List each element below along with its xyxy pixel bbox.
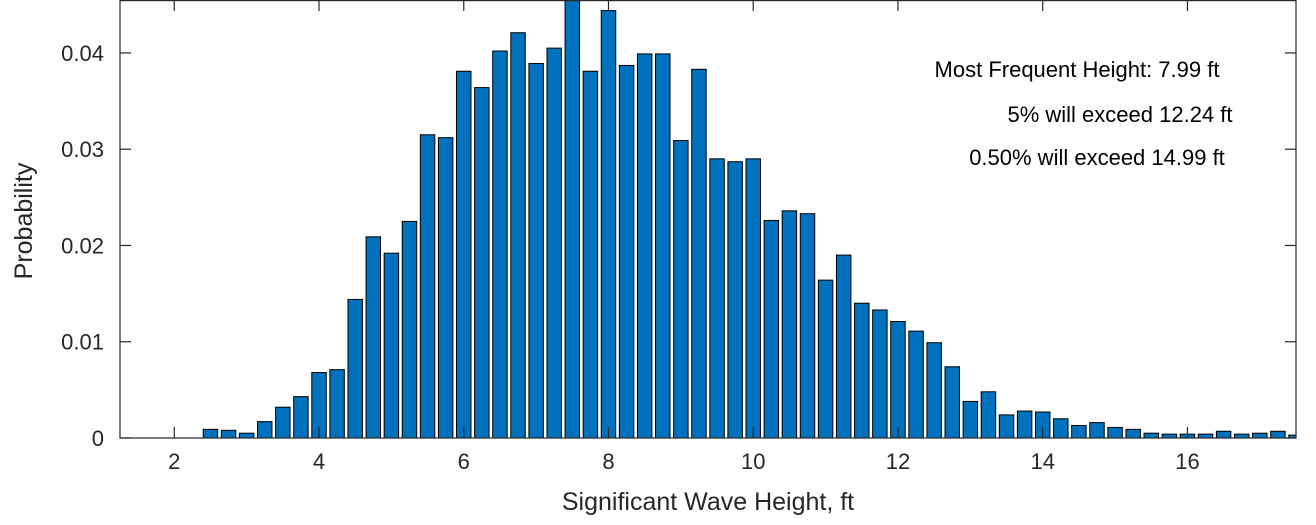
bar: [600, 10, 617, 439]
bar: [745, 158, 761, 439]
bar: [1071, 424, 1087, 439]
bar: [998, 414, 1015, 439]
bar: [673, 140, 689, 439]
x-axis-label: Significant Wave Height, ft: [562, 488, 854, 516]
bar: [655, 53, 671, 439]
annotation-5-percent-exceed: 5% will exceed 12.24 ft: [1007, 102, 1232, 127]
bar: [492, 50, 508, 439]
bar: [582, 70, 599, 439]
bar: [636, 53, 653, 439]
annotation-most-frequent-height: Most Frequent Height: 7.99 ft: [935, 57, 1220, 82]
bar: [1016, 410, 1033, 439]
bar: [727, 161, 743, 439]
bar: [980, 391, 997, 439]
bar: [220, 429, 237, 439]
bar: [908, 330, 924, 439]
bar: [817, 279, 834, 439]
bar: [691, 68, 707, 439]
bar: [962, 400, 979, 439]
x-tick-label: 16: [1175, 449, 1199, 474]
bar: [1125, 428, 1141, 439]
x-tick-label: 6: [458, 449, 470, 474]
annotation-0-5-percent-exceed: 0.50% will exceed 14.99 ft: [969, 145, 1225, 170]
bar: [890, 321, 906, 439]
bar: [835, 254, 852, 439]
bar: [1089, 422, 1105, 439]
bar: [1252, 432, 1268, 439]
bar: [528, 63, 544, 439]
y-tick-label: 0.01: [61, 330, 104, 355]
bar: [383, 252, 400, 439]
x-tick-label: 8: [602, 449, 614, 474]
bar: [618, 64, 635, 439]
bar: [872, 309, 888, 439]
x-tick-label: 10: [741, 449, 765, 474]
x-tick-label: 14: [1030, 449, 1054, 474]
bar: [456, 70, 472, 439]
bar: [202, 428, 219, 439]
bar: [546, 47, 562, 439]
bar: [1107, 426, 1123, 439]
bars-group: [202, 0, 1297, 439]
bar: [238, 432, 255, 439]
bar: [926, 342, 942, 439]
bar: [437, 137, 454, 439]
bar: [799, 213, 816, 439]
bar: [1215, 430, 1232, 439]
bar: [781, 210, 798, 439]
y-tick-label: 0.04: [61, 41, 104, 66]
x-tick-label: 2: [168, 449, 180, 474]
bar: [1053, 418, 1069, 439]
bar: [365, 236, 382, 439]
bar: [257, 421, 273, 439]
bar: [564, 0, 581, 439]
tick-labels-group: 2 4 6 8 10 12 14 16 0 0.01 0.02 0.03 0.04: [61, 41, 1200, 474]
x-tick-label: 4: [313, 449, 325, 474]
bar: [293, 396, 309, 439]
bar: [944, 366, 960, 439]
bar: [419, 134, 436, 439]
axes-box: [119, 0, 1297, 439]
y-tick-label: 0: [92, 426, 104, 451]
y-tick-label: 0.03: [61, 137, 104, 162]
x-tick-label: 12: [886, 449, 910, 474]
bar: [510, 32, 526, 439]
ticks-group: [120, 0, 1296, 439]
bar: [1143, 432, 1159, 439]
y-tick-label: 0.02: [61, 233, 104, 258]
bar: [329, 369, 345, 439]
bar: [854, 302, 870, 439]
bar: [709, 158, 725, 439]
bar: [275, 406, 291, 439]
bar: [1270, 430, 1286, 439]
bar: [401, 220, 418, 439]
y-axis-label: Probability: [10, 162, 38, 279]
bar: [474, 87, 490, 439]
bar: [347, 298, 363, 439]
bar: [763, 219, 780, 439]
